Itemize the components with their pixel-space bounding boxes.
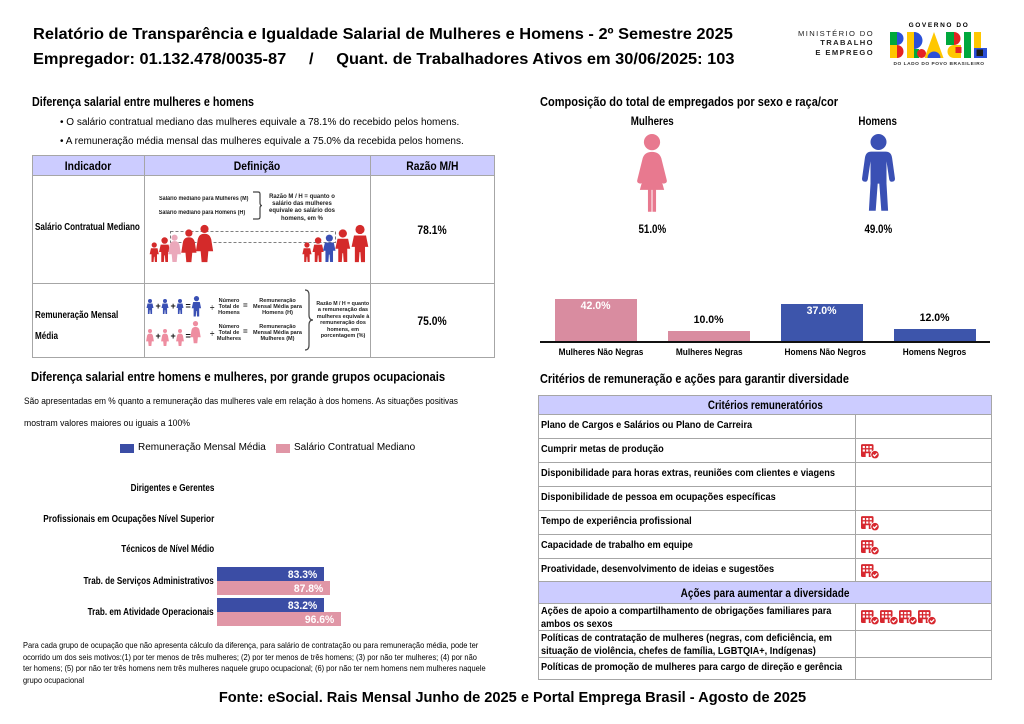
svg-text:+: + xyxy=(171,301,176,311)
svg-text:+: + xyxy=(156,331,161,341)
svg-text:=: = xyxy=(186,301,191,311)
svg-text:+: + xyxy=(156,301,161,311)
svg-text:+: + xyxy=(171,331,176,341)
svg-text:=: = xyxy=(186,331,191,341)
